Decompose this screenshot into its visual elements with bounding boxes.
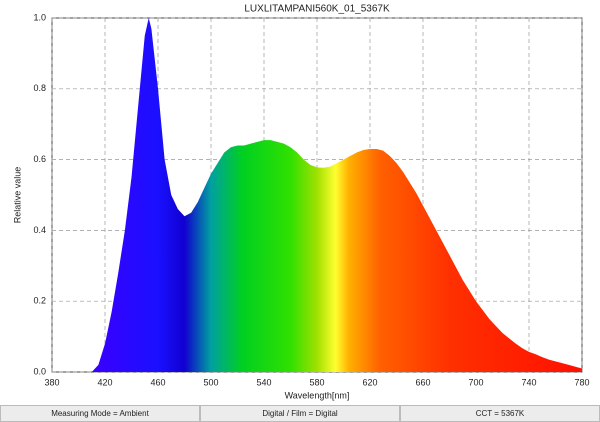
chart: LUXLITAMPANI560K_01_5367K Wavelength[nm]… bbox=[12, 4, 589, 401]
x-tick-label: 460 bbox=[150, 377, 165, 387]
chart-title: LUXLITAMPANI560K_01_5367K bbox=[244, 4, 390, 15]
y-tick-label: 0.4 bbox=[33, 225, 46, 235]
status-bar: Measuring Mode = Ambient Digital / Film … bbox=[0, 405, 600, 422]
x-tick-label: 620 bbox=[362, 377, 377, 387]
y-tick-label: 0.2 bbox=[33, 296, 46, 306]
x-tick-label: 740 bbox=[521, 377, 536, 387]
x-tick-label: 380 bbox=[44, 377, 59, 387]
x-tick-label: 540 bbox=[256, 377, 271, 387]
x-tick-label: 780 bbox=[574, 377, 589, 387]
x-tick-label: 580 bbox=[309, 377, 324, 387]
x-tick-label: 420 bbox=[97, 377, 112, 387]
spectrum-area bbox=[91, 18, 582, 372]
y-tick-label: 0.0 bbox=[33, 366, 46, 376]
y-tick-label: 0.6 bbox=[33, 154, 46, 164]
x-tick-label: 660 bbox=[415, 377, 430, 387]
x-axis-label: Wavelength[nm] bbox=[285, 390, 350, 400]
status-cell: CCT = 5367K bbox=[400, 405, 600, 422]
status-cell: Measuring Mode = Ambient bbox=[0, 405, 200, 422]
x-tick-label: 500 bbox=[203, 377, 218, 387]
y-tick-label: 1.0 bbox=[33, 12, 46, 22]
status-cell: Digital / Film = Digital bbox=[200, 405, 400, 422]
x-tick-label: 700 bbox=[468, 377, 483, 387]
y-tick-label: 0.8 bbox=[33, 83, 46, 93]
y-axis-label: Relative value bbox=[12, 167, 22, 224]
